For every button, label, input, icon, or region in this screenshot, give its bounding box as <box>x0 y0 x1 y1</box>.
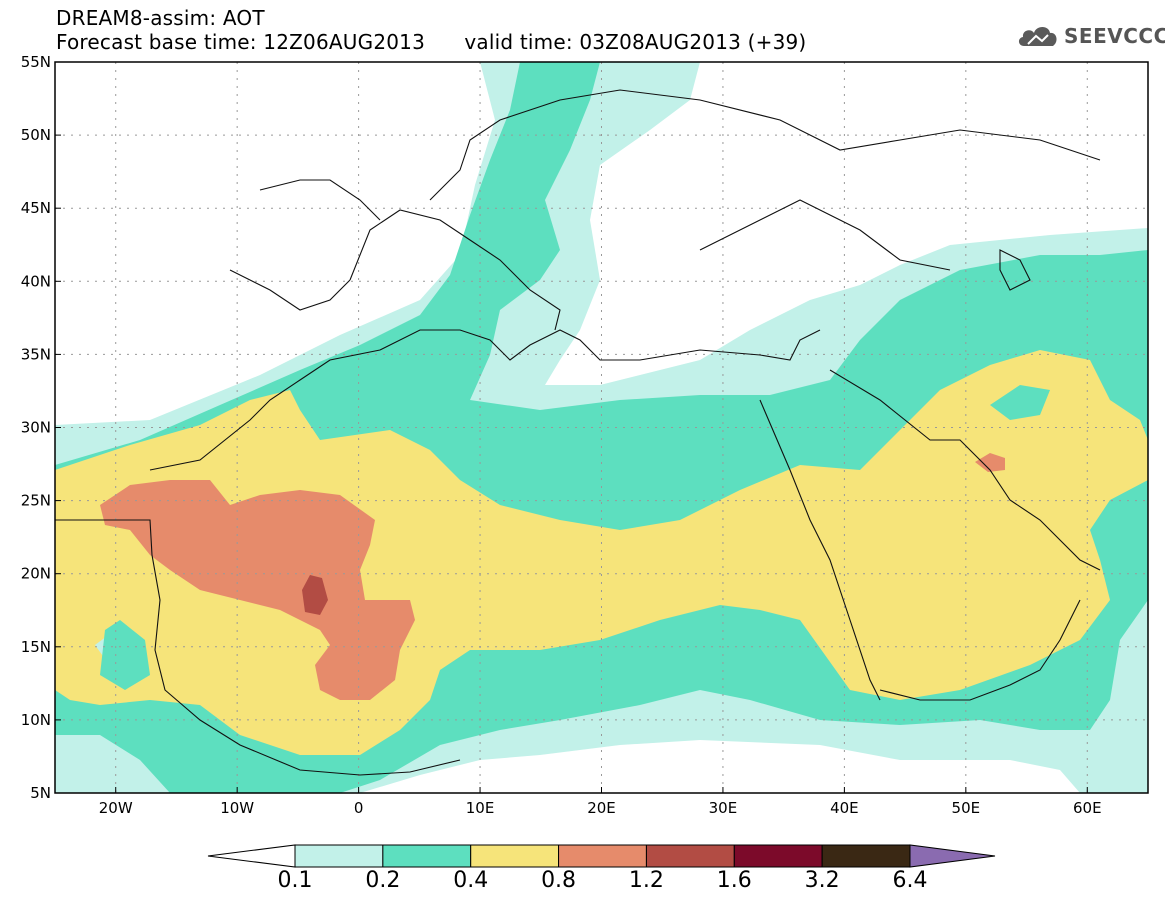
valid-time: valid time: 03Z08AUG2013 (+39) <box>464 30 807 54</box>
colorbar-swatch <box>470 844 560 868</box>
aot-band-0.1-hole-east <box>990 385 1050 420</box>
colorbar-label: 0.2 <box>365 868 401 893</box>
longitude-labels: 20W 10W 0 10E 20E 30E 40E 50E 60E <box>99 787 1102 817</box>
colorbar-label: 0.4 <box>453 868 489 893</box>
aot-band-0.4-sahara-west <box>100 620 150 690</box>
colorbar-over-arrow <box>909 844 996 868</box>
lon-tick-label: 20W <box>99 799 133 817</box>
latitude-labels: 55N 50N 45N 40N 35N 30N 25N 20N 15N 10N 5N <box>21 53 61 802</box>
time-line: Forecast base time: 12Z06AUG2013 valid t… <box>56 30 806 54</box>
map-title: DREAM8-assim: AOT <box>56 6 265 30</box>
lon-tick-label: 40E <box>830 799 859 817</box>
colorbar-swatch <box>294 844 384 868</box>
lat-tick-label: 35N <box>21 345 51 363</box>
lon-tick-label: 60E <box>1073 799 1102 817</box>
cloud-icon <box>1018 27 1057 46</box>
lat-tick-label: 25N <box>21 492 51 510</box>
lat-tick-label: 50N <box>21 126 51 144</box>
lat-tick-label: 15N <box>21 638 51 656</box>
logo-text: SEEVCCC <box>1064 24 1165 48</box>
colorbar-swatch <box>382 844 472 868</box>
colorbar-label: 1.2 <box>628 868 664 893</box>
colorbar-label: 1.6 <box>716 868 752 893</box>
colorbar-swatch <box>733 844 823 868</box>
colorbar <box>207 844 996 868</box>
colorbar-under-arrow <box>207 844 296 868</box>
lon-tick-label: 30E <box>709 799 738 817</box>
lon-tick-label: 10E <box>466 799 495 817</box>
title-block: DREAM8-assim: AOT Forecast base time: 12… <box>56 6 806 54</box>
lat-tick-label: 30N <box>21 419 51 437</box>
colorbar-label: 0.1 <box>277 868 313 893</box>
seevccc-logo: SEEVCCC <box>1016 22 1165 50</box>
lon-tick-label: 50E <box>952 799 981 817</box>
colorbar-swatch <box>558 844 647 868</box>
colorbar-label: 3.2 <box>804 868 840 893</box>
lon-tick-label: 0 <box>354 799 364 817</box>
forecast-base-time: Forecast base time: 12Z06AUG2013 <box>56 30 426 54</box>
lon-tick-label: 20E <box>587 799 616 817</box>
colorbar-label: 6.4 <box>892 868 928 893</box>
lat-tick-label: 55N <box>21 53 51 71</box>
lat-tick-label: 20N <box>21 565 51 583</box>
aot-field <box>55 62 1148 793</box>
aot-band-1.2 <box>302 575 328 615</box>
lon-tick-label: 10W <box>220 799 254 817</box>
coastlines <box>55 89 1101 776</box>
graticule <box>55 62 1148 793</box>
lat-tick-label: 45N <box>21 199 51 217</box>
lat-tick-label: 10N <box>21 711 51 729</box>
lat-tick-label: 40N <box>21 272 51 290</box>
colorbar-swatch <box>645 844 735 868</box>
aot-band-0.8-gulf <box>975 453 1005 472</box>
aot-band-0.8 <box>100 480 415 700</box>
lat-tick-label: 5N <box>30 784 51 802</box>
colorbar-label: 0.8 <box>541 868 577 893</box>
colorbar-swatch <box>821 844 911 868</box>
